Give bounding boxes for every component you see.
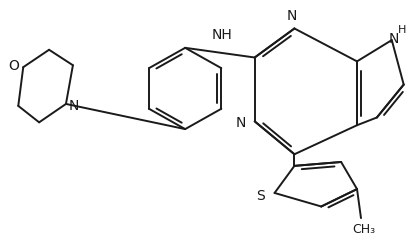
Text: NH: NH [212, 28, 232, 42]
Text: S: S [256, 189, 265, 203]
Text: N: N [69, 99, 79, 113]
Text: N: N [388, 32, 399, 46]
Text: O: O [8, 59, 19, 73]
Text: N: N [286, 9, 297, 23]
Text: CH₃: CH₃ [352, 223, 375, 236]
Text: H: H [398, 25, 406, 35]
Text: N: N [236, 116, 246, 130]
